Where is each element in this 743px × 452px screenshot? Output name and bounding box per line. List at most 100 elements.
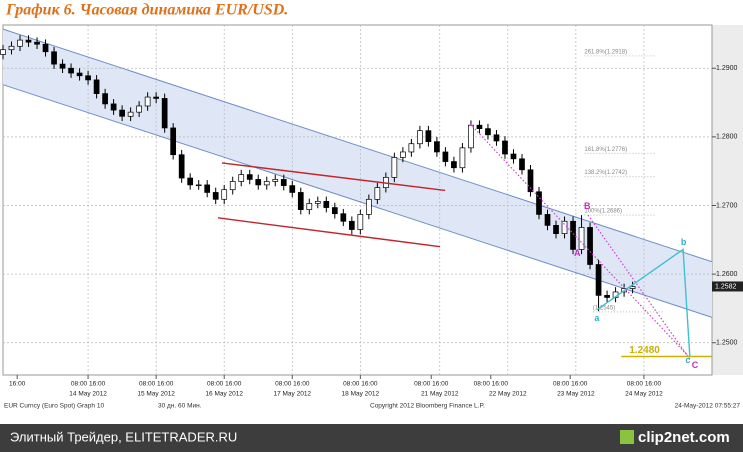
candle-body: [451, 161, 457, 169]
candle-body: [297, 192, 304, 210]
x-time-label: 08:00 16:00: [553, 381, 588, 388]
fib-label: 138.2%(1.2742): [584, 170, 627, 176]
y-tick-label: 1.2700: [716, 202, 738, 209]
candle-body: [587, 227, 593, 265]
candle-body: [153, 96, 159, 99]
footer-source: EUR Curncy (Euro Spot) Graph 10: [4, 403, 104, 410]
candle-body: [272, 179, 279, 182]
candle-body: [340, 213, 347, 222]
fib-label: (1.2545): [593, 305, 615, 311]
x-date-label: 22 May 2012: [489, 391, 527, 398]
candle-body: [357, 214, 364, 230]
x-time-label: 08:00 16:00: [275, 381, 310, 388]
candle-body: [544, 214, 551, 226]
candle-body: [212, 192, 219, 200]
candle-body: [68, 67, 74, 74]
candle-body: [110, 103, 117, 111]
candle-body: [85, 75, 91, 81]
candle-body: [195, 184, 202, 187]
candle-body: [468, 124, 474, 149]
candle-body: [365, 198, 372, 215]
candle-body: [442, 151, 449, 162]
candle-body: [493, 134, 500, 142]
x-date-label: 14 May 2012: [69, 391, 107, 398]
wave-label: B: [584, 201, 591, 211]
candle-body: [34, 41, 40, 45]
candle-body: [434, 141, 440, 153]
candle-body: [348, 220, 355, 230]
price-tag-label: 1.2582: [715, 283, 737, 290]
candle-body: [93, 79, 100, 94]
chart-title: График 6. Часовая динамика EUR/USD.: [5, 2, 288, 19]
banner: [0, 424, 743, 452]
x-time-label: 08:00 16:00: [414, 381, 449, 388]
fib-label: 261.8%(1.2918): [584, 49, 627, 55]
x-time-label: 08:00 16:00: [627, 381, 662, 388]
trend-line: [221, 162, 446, 192]
wave-label: c: [685, 355, 690, 365]
banner-source: Элитный Трейдер, ELITETRADER.RU: [10, 429, 237, 444]
candle-body: [263, 181, 270, 186]
candle-body: [400, 151, 406, 158]
x-time-label: 08:00 16:00: [207, 381, 242, 388]
x-date-label: 17 May 2012: [273, 391, 311, 398]
candle-body: [578, 227, 585, 250]
candle-body: [17, 39, 23, 47]
x-date-label: 23 May 2012: [557, 391, 595, 398]
axis-panel: [712, 25, 743, 375]
trend-line: [596, 248, 691, 358]
candle-body: [536, 191, 542, 215]
y-tick-label: 1.2500: [716, 340, 738, 347]
y-tick-label: 1.2600: [716, 271, 738, 278]
plot-frame: [2, 24, 713, 376]
target-label: 1.2480: [629, 345, 660, 356]
trend-line: [587, 214, 691, 360]
fib-label: 161.8%(1.2776): [584, 147, 627, 153]
trend-line: [217, 217, 441, 248]
wave-label: C: [692, 360, 699, 370]
candle-body: [314, 201, 321, 204]
candle-body: [0, 49, 6, 55]
candle-body: [246, 174, 253, 180]
candle-body: [476, 124, 483, 129]
y-tick-label: 1.2800: [716, 134, 738, 141]
x-date-label: 16 May 2012: [205, 391, 243, 398]
candle-body: [51, 51, 57, 65]
candle-body: [25, 39, 32, 43]
candle-body: [561, 220, 568, 234]
x-time-label: 16:00: [9, 381, 26, 388]
candle-body: [204, 184, 211, 193]
candle-body: [629, 286, 636, 289]
candle-body: [323, 201, 330, 208]
candle-body: [331, 207, 338, 215]
x-time-label: 08:00 16:00: [474, 381, 509, 388]
candle-body: [510, 153, 517, 160]
wave-label: A: [574, 248, 581, 258]
candle-body: [59, 63, 66, 69]
candle-body: [408, 143, 415, 153]
candle-body: [119, 109, 125, 117]
candle-body: [289, 185, 296, 193]
candle-body: [459, 147, 466, 169]
x-time-label: 08:00 16:00: [343, 381, 378, 388]
candle-body: [255, 179, 262, 186]
logo-icon: [620, 430, 634, 444]
candle-body: [485, 128, 491, 136]
candle-body: [374, 187, 381, 200]
footer-period: 30 дн. 60 Мин.: [158, 403, 202, 410]
y-tick-label: 1.2900: [716, 65, 738, 72]
channel-line: [2, 84, 713, 318]
candle-body: [144, 96, 151, 107]
candle-body: [102, 93, 108, 105]
wave-label: b: [681, 237, 687, 247]
plot: 1.2900 1.2800 1.2700 1.2600 1.2500 14 May 201…: [0, 25, 743, 398]
candle-body: [187, 177, 194, 186]
price-tag: [712, 281, 743, 292]
wave-label: a: [594, 313, 600, 323]
channel-fill: [3, 29, 712, 318]
candle-body: [280, 179, 287, 186]
candle-body: [136, 105, 142, 113]
footer-copyright: Copyright 2012 Bloomberg Finance L.P.: [370, 403, 485, 410]
candle-body: [570, 220, 576, 250]
